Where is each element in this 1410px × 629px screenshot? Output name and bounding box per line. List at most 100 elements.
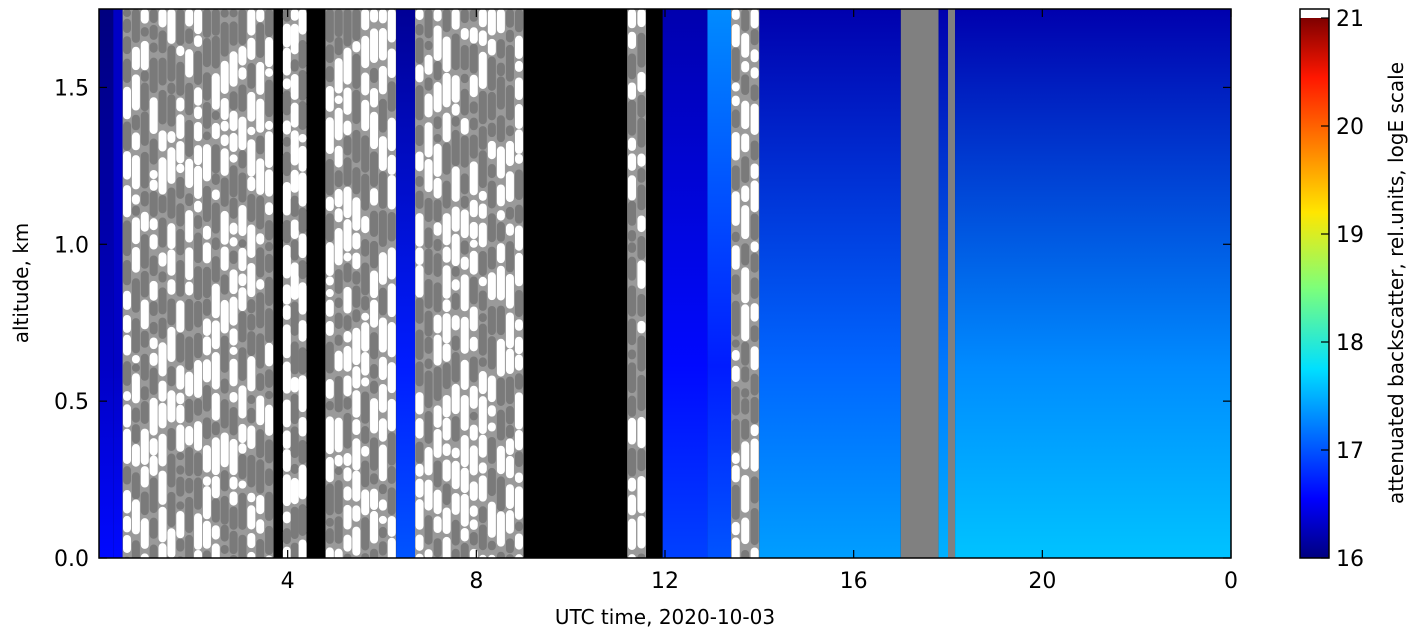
cloud-blob xyxy=(433,460,442,488)
cloud-blob xyxy=(334,37,343,56)
cloud-blob xyxy=(343,9,352,47)
cloud-blob xyxy=(140,428,149,465)
cloud-blob xyxy=(140,491,149,516)
cloud-blob xyxy=(370,510,379,544)
cloud-blob xyxy=(496,62,505,77)
cloud-blob xyxy=(514,486,523,520)
cloud-blob xyxy=(334,417,343,453)
cloud-blob xyxy=(627,200,636,226)
cloud-blob xyxy=(361,173,370,211)
cloud-blob xyxy=(378,515,387,524)
cloud-blob xyxy=(415,151,424,172)
cloud-blob xyxy=(265,404,274,436)
cloud-blob xyxy=(469,250,478,275)
cloud-blob xyxy=(247,407,256,424)
cloud-blob xyxy=(741,74,750,95)
cloud-blob xyxy=(750,241,759,253)
cloud-blob xyxy=(265,390,274,400)
cloud-blob xyxy=(123,361,132,386)
cloud-blob xyxy=(167,366,176,387)
cloud-blob xyxy=(202,476,211,486)
cloud-blob xyxy=(505,510,514,534)
cloud-blob xyxy=(325,341,334,374)
cloud-blob xyxy=(167,427,176,451)
cloud-blob xyxy=(247,9,256,36)
cloud-blob xyxy=(247,37,256,60)
cloud-blob xyxy=(415,297,424,324)
cloud-blob xyxy=(290,169,299,193)
cloud-blob xyxy=(176,114,185,140)
cloud-blob xyxy=(387,515,396,537)
cloud-blob xyxy=(387,212,396,242)
cloud-blob xyxy=(167,45,176,82)
cloud-blob xyxy=(247,262,256,298)
cloud-blob xyxy=(220,177,229,207)
cloud-blob xyxy=(247,331,256,357)
cloud-blob xyxy=(325,117,334,154)
cloud-blob xyxy=(387,537,396,558)
cloud-blob xyxy=(627,137,636,151)
cloud-blob xyxy=(282,78,291,90)
cloud-blob xyxy=(451,129,460,167)
cloud-blob xyxy=(238,423,247,444)
cloud-blob xyxy=(370,473,379,485)
cloud-blob xyxy=(220,120,229,132)
cloud-blob xyxy=(202,101,211,129)
cloud-blob xyxy=(478,222,487,248)
cloud-blob xyxy=(325,289,334,298)
cloud-blob xyxy=(741,61,750,73)
cloud-blob xyxy=(290,9,299,21)
cloud-blob xyxy=(334,170,343,188)
cloud-blob xyxy=(433,334,442,366)
cloud-blob xyxy=(265,220,274,241)
cloud-blob xyxy=(442,36,451,73)
cloud-blob xyxy=(265,37,274,68)
cloud-blob xyxy=(131,205,140,216)
cloud-blob xyxy=(123,314,132,333)
cloud-blob xyxy=(741,267,750,304)
cloud-blob xyxy=(505,223,514,236)
cloud-blob xyxy=(478,554,487,558)
cloud-blob xyxy=(469,531,478,546)
cloud-blob xyxy=(229,21,238,46)
cloud-blob xyxy=(334,228,343,266)
cloud-blob xyxy=(731,537,740,558)
cloud-blob xyxy=(731,231,740,243)
cloud-blob xyxy=(514,521,523,532)
cloud-blob xyxy=(202,38,211,68)
cloud-blob xyxy=(202,225,211,240)
cloud-blob xyxy=(229,530,238,555)
cloud-blob xyxy=(442,112,451,143)
cloud-blob xyxy=(637,94,646,118)
cloud-blob xyxy=(478,90,487,125)
cloud-blob xyxy=(282,9,291,22)
cloud-blob xyxy=(370,111,379,150)
cloud-blob xyxy=(229,51,238,87)
cloud-blob xyxy=(424,279,433,309)
cloud-blob xyxy=(202,384,211,412)
cloud-blob xyxy=(361,312,370,321)
cloud-blob xyxy=(325,400,334,411)
cloud-blob xyxy=(290,301,299,336)
cloud-blob xyxy=(123,259,132,286)
cloud-blob xyxy=(131,74,140,111)
cloud-blob xyxy=(334,516,343,544)
cloud-blob xyxy=(229,154,238,163)
cloud-blob xyxy=(514,9,523,33)
cloud-blob xyxy=(131,354,140,364)
cloud-blob xyxy=(487,38,496,56)
cloud-blob xyxy=(387,174,396,210)
cloud-blob xyxy=(460,9,469,24)
cloud-blob xyxy=(211,475,220,499)
cloud-blob xyxy=(433,82,442,113)
cloud-blob xyxy=(167,131,176,143)
cloud-blob xyxy=(247,176,256,192)
cloud-blob xyxy=(343,504,352,530)
cloud-blob xyxy=(185,336,194,371)
cloud-blob xyxy=(334,480,343,515)
cloud-blob xyxy=(505,140,514,167)
cloud-blob xyxy=(361,553,370,558)
cloud-blob xyxy=(424,370,433,409)
cloud-noise xyxy=(123,9,759,558)
cloud-blob xyxy=(415,553,424,558)
